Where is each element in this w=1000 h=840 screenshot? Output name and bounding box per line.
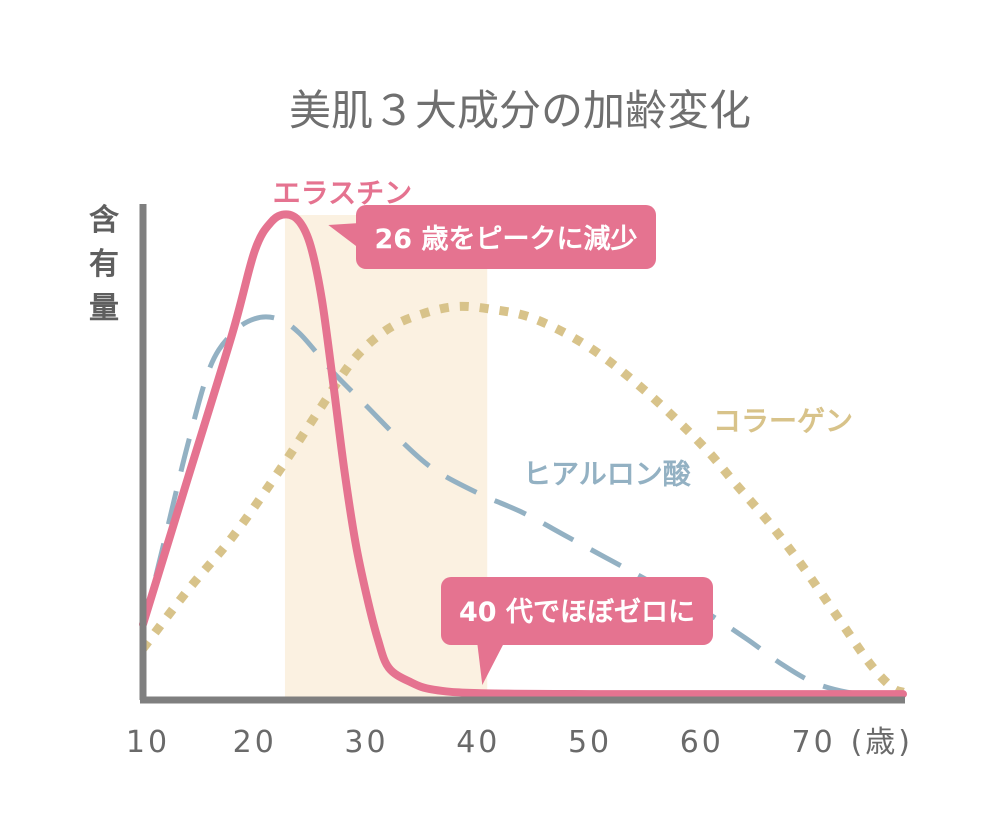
series-label-hyaluronic-acid: ヒアルロン酸	[523, 458, 692, 491]
x-tick-label: 50	[568, 725, 612, 760]
series-line-elastin	[139, 210, 907, 699]
series-label-elastin: エラスチン	[273, 176, 412, 209]
x-tick-label: 20	[233, 725, 277, 760]
series-label-collagen: コラーゲン	[713, 404, 853, 437]
x-axis-ticks: 10 20 30 40 50 60 70 (歳)	[126, 725, 913, 760]
series-layer	[139, 210, 907, 699]
y-label-char: 有	[89, 247, 119, 282]
callout-pointer	[477, 641, 505, 685]
series-line-hyaluronic-acid	[140, 314, 904, 696]
x-tick-label: 70	[791, 725, 835, 760]
callout-box	[356, 205, 656, 269]
x-tick-label: 60	[680, 725, 724, 760]
x-axis-unit: (歳)	[851, 725, 913, 760]
chart-title: 美肌３大成分の加齢変化	[289, 86, 751, 135]
zero-callout: 40 代でほぼゼロに	[441, 577, 713, 685]
callout-pointer	[328, 223, 360, 249]
callouts: 26 歳をピークに減少 40 代でほぼゼロに	[328, 205, 713, 685]
peak-callout: 26 歳をピークに減少	[328, 205, 656, 269]
x-tick-label: 40	[456, 725, 500, 760]
series-line-collagen	[139, 301, 905, 697]
callout-box	[441, 577, 713, 645]
y-label-char: 含	[89, 203, 120, 238]
x-tick-label: 30	[344, 725, 388, 760]
x-tick-label: 10	[126, 725, 170, 760]
callout-text: 26 歳をピークに減少	[375, 224, 638, 255]
y-label-char: 量	[89, 291, 119, 326]
callout-text: 40 代でほぼゼロに	[459, 597, 695, 628]
y-axis-label: 含有量	[89, 203, 120, 326]
